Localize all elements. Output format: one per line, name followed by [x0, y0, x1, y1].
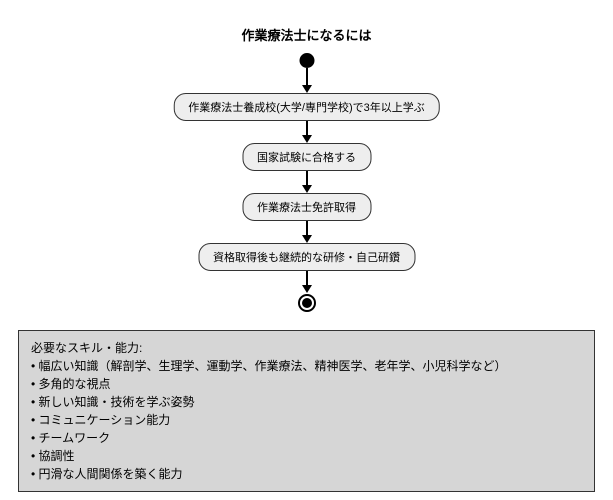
diagram-title: 作業療法士になるには [241, 25, 371, 44]
flow-start-node [299, 53, 314, 68]
flow-arrow-head [302, 285, 312, 293]
flow-arrow-head [302, 235, 312, 243]
flow-arrow-head [302, 135, 312, 143]
flow-step-0: 作業療法士養成校(大学/専門学校)で3年以上学ぶ [173, 93, 440, 121]
flow-end-inner [302, 298, 312, 308]
flow-arrow-head [302, 85, 312, 93]
skills-header: 必要なスキル・能力: [31, 339, 582, 357]
skills-item: チームワーク [31, 429, 582, 447]
skills-item: 多角的な視点 [31, 375, 582, 393]
flow-step-1: 国家試験に合格する [242, 143, 371, 171]
skills-box: 必要なスキル・能力: 幅広い知識（解剖学、生理学、運動学、作業療法、精神医学、老… [18, 330, 595, 492]
skills-item: 円滑な人間関係を築く能力 [31, 465, 582, 483]
skills-item: 協調性 [31, 447, 582, 465]
flow-arrow-head [302, 185, 312, 193]
flow-step-2: 作業療法士免許取得 [242, 193, 371, 221]
flow-end-outer [298, 294, 316, 312]
flow-end-node [298, 294, 316, 312]
skills-item: 幅広い知識（解剖学、生理学、運動学、作業療法、精神医学、老年学、小児科学など） [31, 357, 582, 375]
skills-item: コミュニケーション能力 [31, 411, 582, 429]
flow-arrow-line [306, 68, 308, 85]
skills-item: 新しい知識・技術を学ぶ姿勢 [31, 393, 582, 411]
skills-list: 幅広い知識（解剖学、生理学、運動学、作業療法、精神医学、老年学、小児科学など）多… [31, 357, 582, 483]
flow-step-3: 資格取得後も継続的な研修・自己研鑽 [198, 243, 415, 271]
